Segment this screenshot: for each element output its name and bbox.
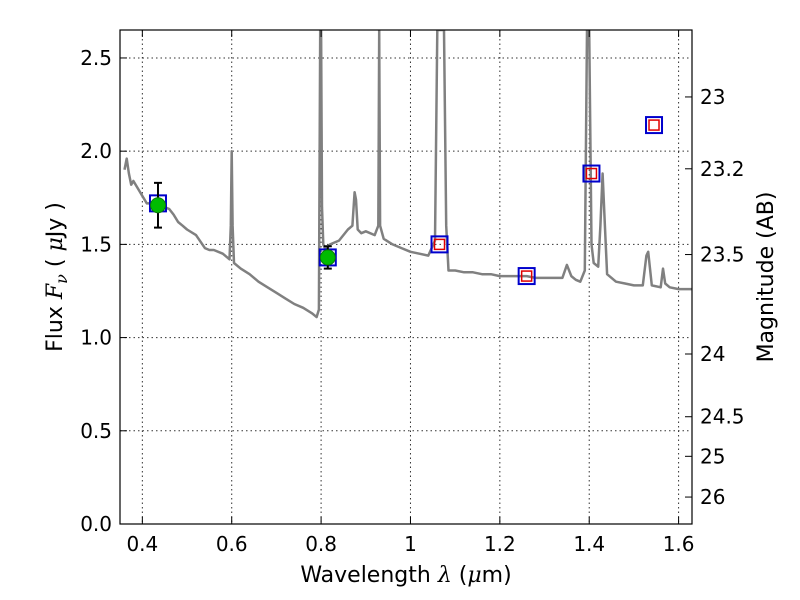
model-photometry-point (517, 267, 536, 286)
x-tick-label: 1.4 (573, 532, 605, 556)
y2-tick-label: 23.5 (700, 243, 745, 267)
y2-tick-label: 23.2 (700, 157, 745, 181)
model-photometry-point (430, 235, 449, 254)
plot-frame (119, 29, 693, 525)
y-tick-label: 2.5 (80, 46, 112, 70)
y2-tick-label: 23 (700, 85, 725, 109)
observed-photometry-point (585, 167, 598, 180)
plot-area (123, 30, 692, 319)
y-tick-label: 1.0 (80, 326, 112, 350)
detection-point (319, 249, 336, 266)
x-tick-label: 1.2 (484, 532, 516, 556)
y-tick-label: 0.0 (80, 512, 112, 536)
observed-photometry-point (648, 119, 660, 131)
x-tick-label: 1.6 (663, 532, 695, 556)
model-photometry-point (645, 116, 664, 135)
y-tick-label: 2.0 (80, 139, 112, 163)
y-axis-title: Flux Fν ( μJy ) (43, 202, 71, 352)
y-tick-label: 1.5 (80, 232, 112, 256)
x-tick-label: 0.4 (126, 532, 158, 556)
y2-tick-label: 24.5 (700, 405, 745, 429)
x-axis-title: Wavelength λ (μm) (300, 563, 511, 588)
grid (120, 30, 692, 525)
detection-point (149, 197, 166, 214)
y2-axis-title: Magnitude (AB) (754, 192, 779, 363)
y-tick-label: 0.5 (80, 419, 112, 443)
x-tick-label: 1 (404, 532, 417, 556)
x-tick-label: 0.6 (216, 532, 248, 556)
y2-tick-label: 24 (700, 342, 725, 366)
axes: 0.4 0.6 0.8 1 1.2 1.4 1.6 0.0 0.5 1.0 1.5 2.0 2.5 23 2… (80, 30, 745, 556)
y2-tick-label: 25 (700, 444, 725, 468)
x-tick-label: 0.8 (305, 532, 337, 556)
y2-tick-label: 26 (700, 485, 725, 509)
observed-photometry-point (520, 270, 533, 282)
observed-photometry-point (433, 238, 446, 251)
model-photometry-point (582, 164, 601, 183)
model-spectrum-line (123, 30, 692, 319)
